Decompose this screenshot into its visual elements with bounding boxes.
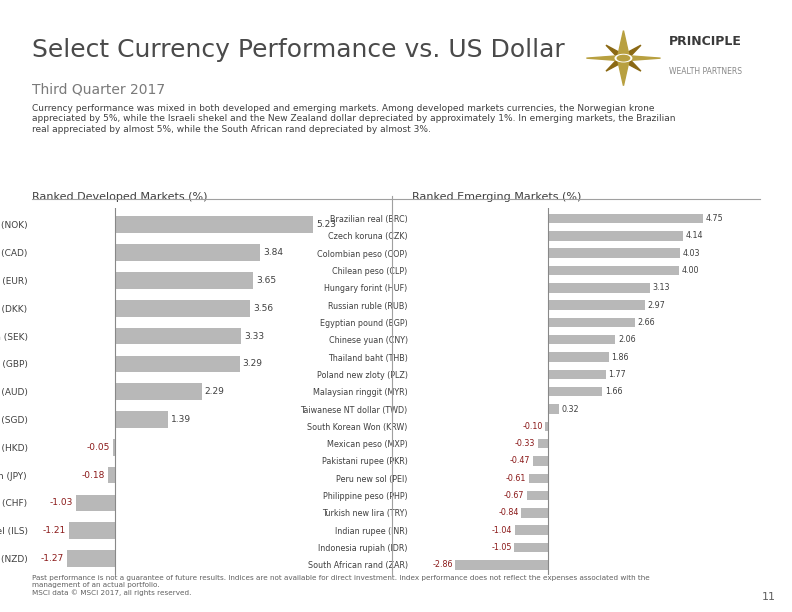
Polygon shape — [623, 55, 661, 61]
Bar — [549, 300, 645, 310]
Bar — [514, 543, 549, 552]
Bar — [109, 467, 115, 483]
Polygon shape — [606, 45, 627, 60]
Text: 1.77: 1.77 — [608, 370, 626, 379]
Bar — [549, 335, 615, 345]
Text: 5.23: 5.23 — [316, 220, 336, 230]
Polygon shape — [620, 56, 641, 71]
Text: 11: 11 — [762, 592, 776, 602]
Text: 3.56: 3.56 — [253, 304, 273, 313]
Text: 3.84: 3.84 — [264, 248, 284, 257]
Bar — [528, 474, 549, 483]
Bar — [115, 411, 168, 428]
Text: Currency performance was mixed in both developed and emerging markets. Among dev: Currency performance was mixed in both d… — [32, 104, 675, 134]
Text: -0.47: -0.47 — [510, 457, 531, 466]
Text: 4.14: 4.14 — [686, 231, 703, 241]
Circle shape — [617, 55, 630, 61]
Text: 4.75: 4.75 — [706, 214, 723, 223]
Text: 2.06: 2.06 — [618, 335, 636, 344]
Text: -0.18: -0.18 — [82, 471, 105, 480]
Bar — [549, 214, 703, 223]
Text: -1.27: -1.27 — [40, 554, 64, 563]
Bar — [115, 327, 241, 345]
Text: 0.32: 0.32 — [562, 405, 579, 414]
Text: 2.29: 2.29 — [205, 387, 225, 396]
Polygon shape — [620, 45, 641, 60]
Text: 3.33: 3.33 — [244, 332, 265, 340]
Bar — [549, 266, 679, 275]
Text: -0.84: -0.84 — [498, 509, 519, 517]
Text: 1.66: 1.66 — [605, 387, 623, 396]
Text: 2.66: 2.66 — [638, 318, 655, 327]
Bar — [115, 300, 249, 316]
Text: 3.65: 3.65 — [257, 276, 276, 285]
Bar — [115, 383, 202, 400]
Polygon shape — [586, 55, 623, 61]
Text: -0.05: -0.05 — [86, 443, 110, 452]
Bar — [549, 283, 650, 293]
Bar — [515, 526, 549, 535]
Polygon shape — [617, 31, 630, 58]
Text: -0.67: -0.67 — [504, 491, 524, 500]
Text: -0.33: -0.33 — [515, 439, 535, 448]
Bar — [69, 523, 115, 539]
Text: Third Quarter 2017: Third Quarter 2017 — [32, 82, 165, 96]
Bar — [549, 248, 680, 258]
Bar — [549, 318, 635, 327]
Bar — [115, 356, 240, 372]
Bar — [76, 494, 115, 511]
Text: Past performance is not a guarantee of future results. Indices are not available: Past performance is not a guarantee of f… — [32, 575, 649, 596]
Text: -1.05: -1.05 — [491, 543, 512, 552]
Text: -1.03: -1.03 — [50, 498, 73, 507]
Text: -2.86: -2.86 — [432, 561, 453, 569]
Bar — [527, 491, 549, 501]
Text: -0.10: -0.10 — [522, 422, 543, 431]
Text: WEALTH PARTNERS: WEALTH PARTNERS — [668, 67, 742, 76]
Polygon shape — [617, 58, 630, 86]
Bar — [549, 370, 606, 379]
Text: 3.13: 3.13 — [653, 283, 670, 293]
Bar — [545, 422, 549, 431]
Bar — [113, 439, 115, 456]
Polygon shape — [606, 56, 627, 71]
Bar — [533, 456, 549, 466]
Bar — [549, 353, 609, 362]
Text: 4.00: 4.00 — [681, 266, 699, 275]
Text: Ranked Developed Markets (%): Ranked Developed Markets (%) — [32, 192, 208, 202]
Bar — [549, 387, 603, 397]
Text: 1.39: 1.39 — [171, 415, 191, 424]
Bar — [115, 244, 261, 261]
Bar — [538, 439, 549, 449]
Bar — [549, 231, 683, 241]
Bar — [67, 550, 115, 567]
Bar — [521, 508, 549, 518]
Text: 2.97: 2.97 — [648, 300, 665, 310]
Text: 4.03: 4.03 — [682, 248, 699, 258]
Text: 1.86: 1.86 — [611, 353, 629, 362]
Text: -1.21: -1.21 — [43, 526, 67, 536]
Text: Select Currency Performance vs. US Dollar: Select Currency Performance vs. US Dolla… — [32, 38, 565, 62]
Text: 3.29: 3.29 — [242, 359, 263, 368]
Circle shape — [615, 54, 632, 62]
Bar — [115, 272, 253, 289]
Bar — [549, 405, 559, 414]
Bar — [455, 560, 549, 570]
Text: -0.61: -0.61 — [505, 474, 526, 483]
Text: Ranked Emerging Markets (%): Ranked Emerging Markets (%) — [412, 192, 581, 202]
Bar — [115, 217, 313, 233]
Text: PRINCIPLE: PRINCIPLE — [668, 35, 741, 48]
Text: -1.04: -1.04 — [492, 526, 512, 535]
